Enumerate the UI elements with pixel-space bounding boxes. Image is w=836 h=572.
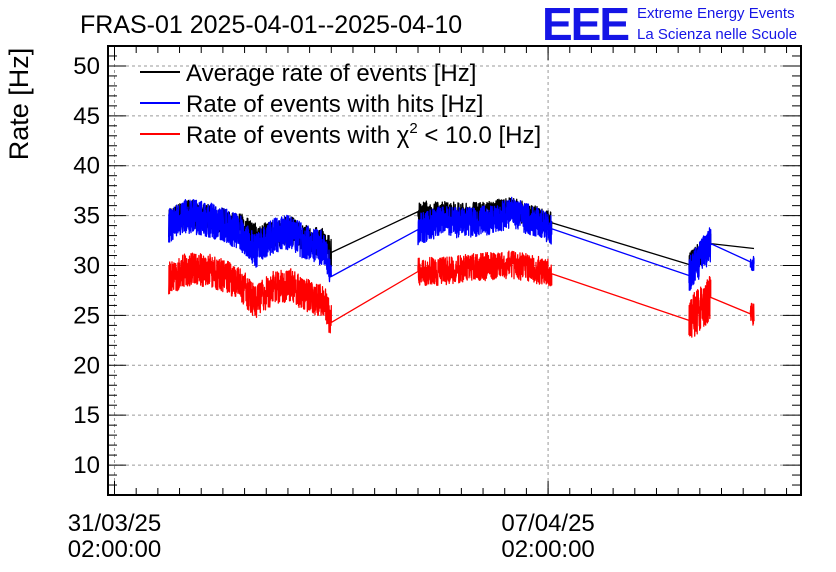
- y-tick-label-25: 25: [73, 302, 100, 329]
- series-line-1: [168, 196, 755, 291]
- x-tick-date-1: 07/04/25: [501, 510, 594, 537]
- chart-title: FRAS-01 2025-04-01--2025-04-10: [80, 11, 462, 39]
- y-tick-label-30: 30: [73, 253, 100, 280]
- legend-chi2-text-before: Rate of events with: [186, 122, 397, 149]
- legend-chi2-superscript: 2: [409, 120, 417, 137]
- x-tick-date-0: 31/03/25: [68, 510, 161, 537]
- legend-chi2-symbol: χ: [397, 122, 410, 149]
- y-tick-label-50: 50: [73, 53, 100, 80]
- eee-logo: EEE Extreme Energy Events La Scienza nel…: [542, 0, 797, 50]
- x-tick-time-1: 02:00:00: [501, 536, 594, 563]
- legend-label-hits: Rate of events with hits [Hz]: [186, 91, 483, 118]
- ticks: [108, 46, 801, 495]
- eee-logo-mark: EEE: [542, 0, 628, 50]
- y-tick-label-40: 40: [73, 153, 100, 180]
- legend-label-average: Average rate of events [Hz]: [186, 60, 476, 87]
- plot-frame: [107, 45, 802, 496]
- y-tick-label-15: 15: [73, 402, 100, 429]
- legend-label-chi2: Rate of events with χ2 < 10.0 [Hz]: [186, 120, 541, 149]
- x-tick-time-0: 02:00:00: [68, 536, 161, 563]
- eee-logo-line2: La Scienza nelle Scuole: [637, 26, 797, 43]
- legend-chi2-text-after: < 10.0 [Hz]: [418, 122, 541, 149]
- eee-logo-line1: Extreme Energy Events: [637, 5, 795, 22]
- y-tick-label-20: 20: [73, 352, 100, 379]
- y-tick-label-35: 35: [73, 203, 100, 230]
- y-tick-label-45: 45: [73, 103, 100, 130]
- y-axis-title: Rate [Hz]: [4, 48, 34, 161]
- series-line-2: [168, 250, 755, 338]
- legend: Average rate of events [Hz] Rate of even…: [140, 60, 541, 149]
- y-tick-label-10: 10: [73, 452, 100, 479]
- series-layer: [168, 196, 755, 338]
